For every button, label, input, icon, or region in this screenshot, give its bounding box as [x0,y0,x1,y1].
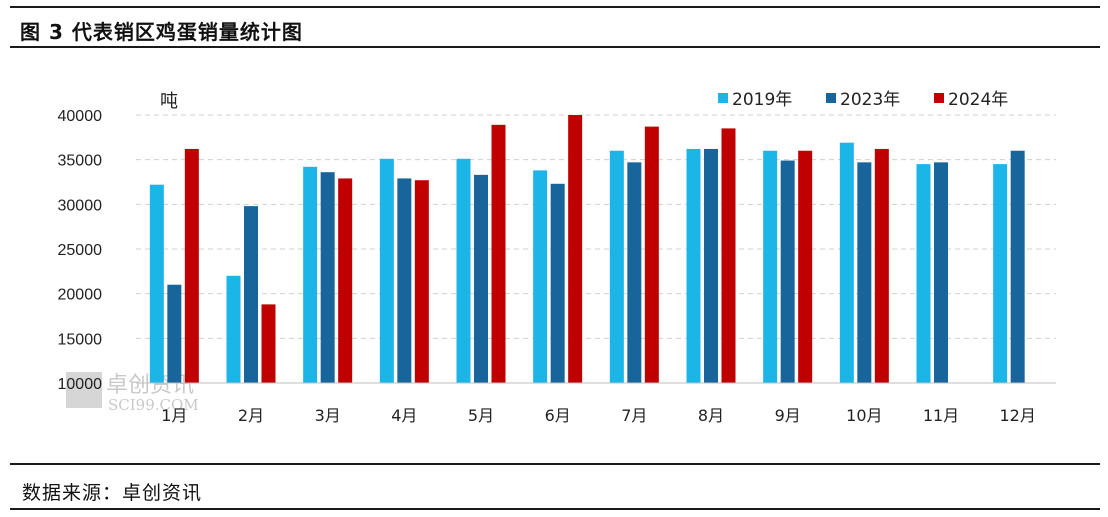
x-tick-label: 8月 [698,406,724,425]
top-border [10,6,1100,8]
figure-title: 图 3 代表销区鸡蛋销量统计图 [20,20,303,44]
bar-2019年-2月 [226,275,241,383]
bar-2024年-5月 [491,124,506,384]
bar-2023年-8月 [704,148,718,383]
bar-2019年-9月 [763,150,778,383]
bar-2024年-6月 [568,115,583,383]
x-tick-label: 6月 [545,406,571,425]
title-divider [10,46,1100,48]
bar-2023年-5月 [474,174,488,383]
bars [149,115,1025,384]
x-tick-label: 1月 [161,406,187,425]
bar-2024年-10月 [874,148,889,383]
legend: 2019年 2023年 2024年 [718,90,1008,110]
x-tick-label: 2月 [238,406,264,425]
legend-swatch-2023年 [826,93,836,103]
x-tick-label: 7月 [621,406,647,425]
bar-2019年-4月 [379,158,394,383]
x-tick-label: 10月 [846,406,882,425]
y-tick-labels: 10000 15000 20000 25000 30000 35000 40000 [58,108,103,393]
y-tick-label: 10000 [58,376,103,393]
bar-2019年-6月 [533,170,548,383]
y-tick-label: 15000 [58,331,103,348]
bar-2023年-10月 [857,162,872,383]
bottom-border [10,508,1100,510]
bar-2024年-4月 [414,180,429,383]
bar-2023年-3月 [320,172,335,383]
bar-2019年-8月 [686,148,701,383]
x-tick-label: 12月 [999,406,1035,425]
bar-2019年-11月 [916,164,931,383]
footer-divider [10,463,1100,465]
x-tick-label: 9月 [775,406,801,425]
y-tick-label: 20000 [58,287,103,304]
bar-2023年-1月 [167,284,182,383]
bar-2019年-12月 [993,164,1008,383]
bar-2023年-12月 [1010,150,1025,383]
watermark-logo-block [66,372,102,408]
bar-2024年-7月 [644,126,659,383]
bar-2019年-3月 [303,166,318,383]
y-tick-label: 40000 [58,108,103,125]
bar-2023年-11月 [934,162,948,383]
x-tick-label: 3月 [315,406,341,425]
bar-2024年-3月 [338,178,353,383]
bar-2024年-8月 [721,128,736,383]
bar-2019年-10月 [839,142,854,383]
bar-2023年-7月 [627,162,642,383]
legend-label: 2024年 [948,90,1008,110]
grid-lines [136,114,1056,339]
x-tick-label: 4月 [391,406,417,425]
watermark-en-text: SCI99.COM [108,396,199,414]
y-tick-label: 35000 [58,153,103,170]
bar-2023年-6月 [550,183,565,383]
legend-label: 2023年 [840,90,900,110]
source-note: 数据来源：卓创资讯 [22,482,203,504]
x-tick-label: 11月 [923,406,959,425]
legend-swatch-2024年 [934,93,944,103]
legend-label: 2019年 [732,90,792,110]
bar-2019年-1月 [149,184,164,383]
y-tick-label: 25000 [58,242,103,259]
legend-swatch-2019年 [718,93,728,103]
bar-2023年-2月 [244,206,258,383]
unit-label: 吨 [160,91,178,112]
bar-2019年-5月 [456,158,471,383]
bar-2019年-7月 [609,150,624,383]
bar-2024年-1月 [184,148,199,383]
bar-2023年-4月 [397,178,412,383]
x-tick-labels: 1月 2月 3月 4月 5月 6月 7月 8月 9月 10月 11月 12月 [161,406,1036,425]
x-tick-label: 5月 [468,406,494,425]
bar-2024年-2月 [261,304,276,383]
y-tick-label: 30000 [58,197,103,214]
bar-2024年-9月 [798,150,813,383]
bar-2023年-9月 [780,160,795,383]
